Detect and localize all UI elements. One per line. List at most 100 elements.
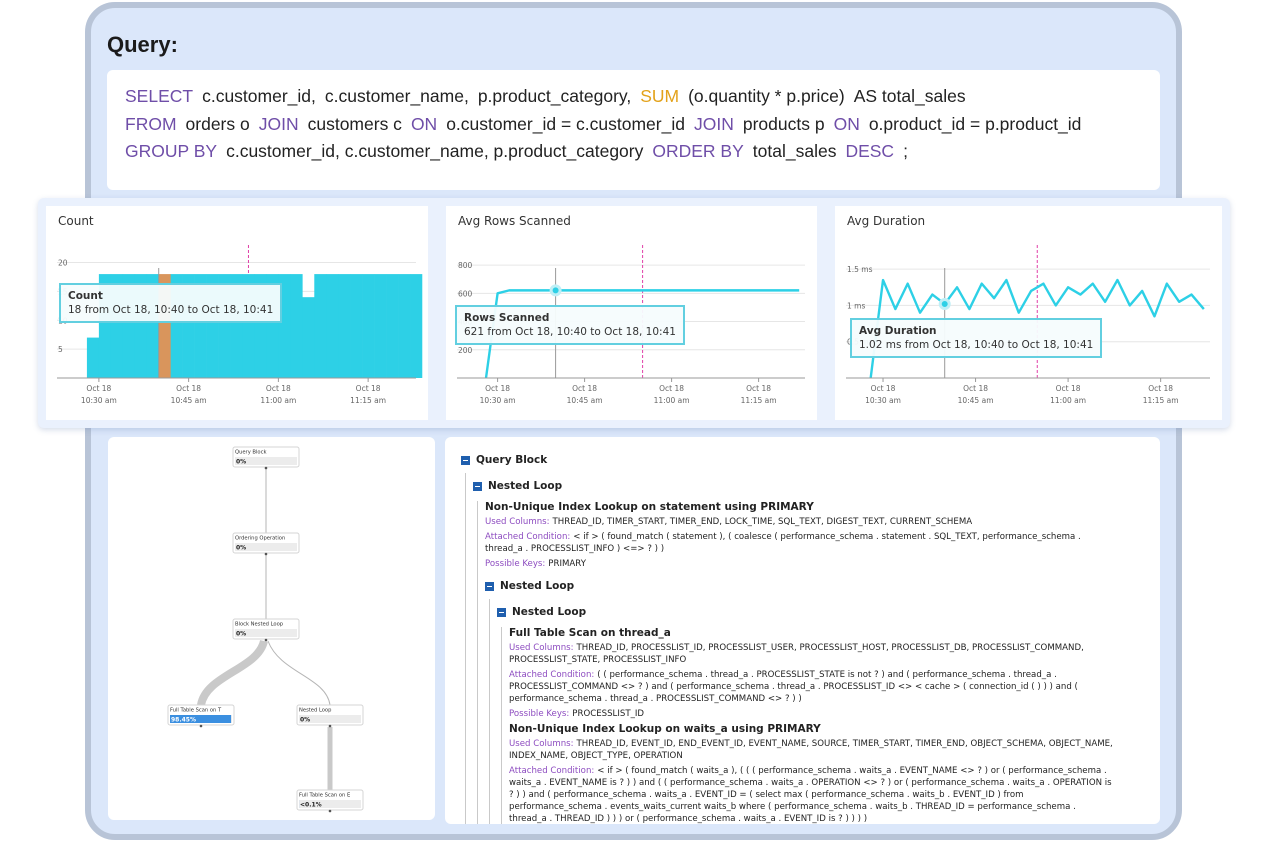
plan-node: Nested Loop 0% bbox=[296, 704, 364, 728]
tree-node-label: Query Block bbox=[476, 454, 548, 466]
node-bar-bg bbox=[235, 457, 297, 465]
detail-value: ( ( performance_schema . thread_a . PROC… bbox=[509, 670, 1078, 704]
sql-text: o.product_id = p.product_id bbox=[868, 113, 1082, 134]
bar bbox=[326, 274, 339, 378]
node-label: Ordering Operation bbox=[235, 536, 285, 542]
x-tick-date: Oct 18 bbox=[485, 384, 510, 393]
node-value: 0% bbox=[236, 631, 246, 638]
plan-step-heading: Non-Unique Index Lookup on statement usi… bbox=[485, 501, 814, 513]
sql-text: ; bbox=[903, 141, 908, 161]
tree-node-label: Nested Loop bbox=[500, 580, 575, 592]
line bbox=[484, 289, 800, 379]
bar bbox=[338, 274, 351, 378]
tree-node-label: Nested Loop bbox=[512, 606, 587, 618]
query-title: Query: bbox=[107, 32, 178, 57]
plan-node: Ordering Operation 0% bbox=[232, 532, 300, 556]
x-tick-date: Oct 18 bbox=[356, 384, 381, 393]
query-line: FROM orders o JOIN customers c ON o.customer_… bbox=[125, 114, 1160, 142]
x-tick-date: Oct 18 bbox=[86, 384, 111, 393]
sql-keyword: GROUP BY bbox=[125, 141, 218, 161]
node-label: Nested Loop bbox=[299, 708, 332, 714]
collapse-icon[interactable] bbox=[473, 481, 482, 491]
node-value: 0% bbox=[236, 459, 246, 466]
tooltip-text: 18 from Oct 18, 10:40 to Oct 18, 10:41 bbox=[68, 304, 274, 316]
plan-node: Block Nested Loop 0% bbox=[232, 618, 300, 642]
plan-step: Full Table Scan on thread_a Used Columns:… bbox=[509, 627, 1116, 720]
plan-step: Non-Unique Index Lookup on waits_a using… bbox=[509, 723, 1116, 824]
bar bbox=[350, 274, 363, 378]
query-box: SELECT c.customer_id, c.customer_name, p.pr… bbox=[107, 70, 1160, 190]
detail-key: Possible Keys: bbox=[509, 709, 570, 719]
x-tick-label: 10:45 am bbox=[958, 396, 994, 405]
tooltip-text: 1.02 ms from Oct 18, 10:40 to Oct 18, 10… bbox=[859, 339, 1094, 351]
chart-title: Avg Duration bbox=[847, 214, 925, 228]
x-tick-date: Oct 18 bbox=[871, 384, 896, 393]
y-tick-label: 800 bbox=[458, 261, 473, 270]
plan-node: Full Table Scan on T 98.45% bbox=[167, 704, 235, 728]
sql-keyword: JOIN bbox=[693, 113, 734, 134]
node-value: 0% bbox=[236, 545, 246, 552]
detail-key: Attached Condition: bbox=[485, 532, 571, 542]
sql-text: c.customer_id, c.customer_name, p.produc… bbox=[226, 141, 644, 161]
bar bbox=[410, 274, 423, 378]
hover-point bbox=[549, 284, 562, 297]
detail-value: THREAD_ID, EVENT_ID, END_EVENT_ID, EVENT… bbox=[509, 739, 1113, 761]
tree-node-label: Nested Loop bbox=[488, 480, 563, 492]
sql-keyword: ORDER BY bbox=[652, 141, 744, 161]
node-label: Full Table Scan on T bbox=[170, 708, 222, 714]
plan-detail: Used Columns: THREAD_ID, TIMER_START, TIM… bbox=[485, 516, 1116, 528]
node-bar-bg bbox=[299, 715, 361, 723]
sql-keyword: JOIN bbox=[258, 113, 299, 134]
detail-key: Attached Condition: bbox=[509, 766, 595, 776]
plan-diagram-panel: Query Block 0% Ordering Operation 0% Block N… bbox=[108, 437, 435, 820]
bar bbox=[302, 297, 315, 378]
x-tick-date: Oct 18 bbox=[746, 384, 771, 393]
query-line: GROUP BY c.customer_id, c.customer_name, … bbox=[125, 141, 1160, 169]
x-tick-label: 11:00 am bbox=[260, 396, 296, 405]
tree-children: Full Table Scan on thread_a Used Columns:… bbox=[501, 627, 1116, 824]
plan-detail: Used Columns: THREAD_ID, EVENT_ID, END_EV… bbox=[509, 738, 1116, 762]
bar bbox=[386, 274, 399, 378]
node-value: <0.1% bbox=[300, 802, 322, 809]
detail-value: THREAD_ID, PROCESSLIST_ID, PROCESSLIST_U… bbox=[509, 643, 1084, 665]
collapse-icon[interactable] bbox=[461, 455, 470, 465]
x-tick-date: Oct 18 bbox=[659, 384, 684, 393]
detail-key: Attached Condition: bbox=[509, 670, 595, 680]
x-tick-date: Oct 18 bbox=[1056, 384, 1081, 393]
node-value: 98.45% bbox=[171, 717, 196, 724]
sql-keyword: SUM bbox=[640, 86, 680, 106]
sql-text: c.customer_name, bbox=[324, 86, 469, 106]
node-label: Query Block bbox=[235, 450, 266, 456]
sql-keyword: FROM bbox=[125, 113, 177, 134]
query-line: SELECT c.customer_id, c.customer_name, p.pr… bbox=[125, 86, 1160, 114]
x-tick-date: Oct 18 bbox=[1148, 384, 1173, 393]
x-tick-label: 11:15 am bbox=[350, 396, 386, 405]
detail-value: PROCESSLIST_ID bbox=[572, 709, 645, 719]
x-tick-date: Oct 18 bbox=[266, 384, 291, 393]
tree-node: Query Block bbox=[461, 447, 1116, 473]
x-tick-label: 10:30 am bbox=[480, 396, 516, 405]
plan-step: Non-Unique Index Lookup on statement usi… bbox=[485, 501, 1116, 570]
sql-keyword: ON bbox=[410, 113, 438, 134]
node-value: 0% bbox=[300, 717, 310, 724]
sql-text: c.customer_id, bbox=[202, 86, 316, 106]
plan-detail: Attached Condition: < if > ( found_match … bbox=[485, 531, 1116, 555]
detail-key: Used Columns: bbox=[485, 517, 550, 527]
plan-step-heading: Non-Unique Index Lookup on waits_a using… bbox=[509, 723, 821, 735]
y-tick-label: 5 bbox=[58, 345, 63, 354]
tree-children: Non-Unique Index Lookup on statement usi… bbox=[477, 501, 1116, 824]
node-port bbox=[328, 724, 332, 728]
tree-node: Nested Loop bbox=[473, 473, 1116, 499]
x-tick-label: 10:30 am bbox=[865, 396, 901, 405]
collapse-icon[interactable] bbox=[497, 607, 506, 617]
node-port bbox=[264, 638, 268, 642]
chart-title: Avg Rows Scanned bbox=[458, 214, 571, 228]
sql-keyword: SELECT bbox=[125, 86, 194, 106]
tree-node: Nested Loop bbox=[497, 599, 1116, 625]
collapse-icon[interactable] bbox=[485, 581, 494, 591]
node-bar-bg bbox=[235, 543, 297, 551]
x-tick-label: 11:00 am bbox=[1050, 396, 1086, 405]
detail-key: Used Columns: bbox=[509, 643, 574, 653]
